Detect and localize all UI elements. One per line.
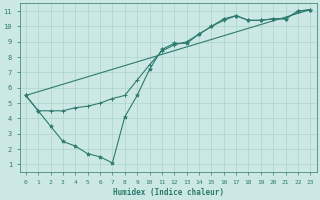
X-axis label: Humidex (Indice chaleur): Humidex (Indice chaleur) xyxy=(113,188,224,197)
